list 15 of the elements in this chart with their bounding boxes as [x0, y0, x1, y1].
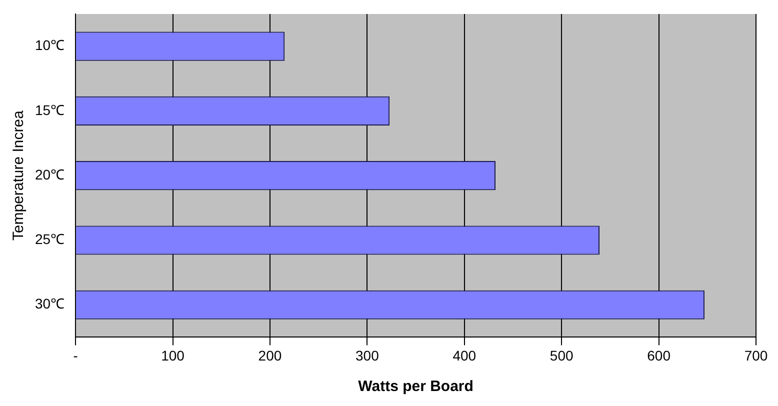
y-axis-title: Temperature Increa: [10, 110, 28, 241]
x-axis-title: Watts per Board: [358, 378, 474, 396]
x-tick-label: -: [73, 347, 78, 364]
x-tick-label: 500: [550, 347, 574, 364]
y-tick-label: 30℃: [34, 296, 65, 312]
x-tick-label: 100: [161, 347, 185, 364]
x-tick-label: 300: [356, 347, 380, 364]
x-tick-label: 400: [452, 347, 476, 364]
y-tick-label: 20℃: [34, 166, 65, 182]
y-tick-label: 10℃: [34, 37, 65, 54]
y-tick-label: 15℃: [34, 102, 65, 118]
y-tick-label: 25℃: [34, 231, 65, 248]
x-tick-label: 200: [258, 347, 282, 364]
x-tick-label: 700: [744, 347, 768, 364]
x-tick-label: 600: [647, 347, 671, 364]
